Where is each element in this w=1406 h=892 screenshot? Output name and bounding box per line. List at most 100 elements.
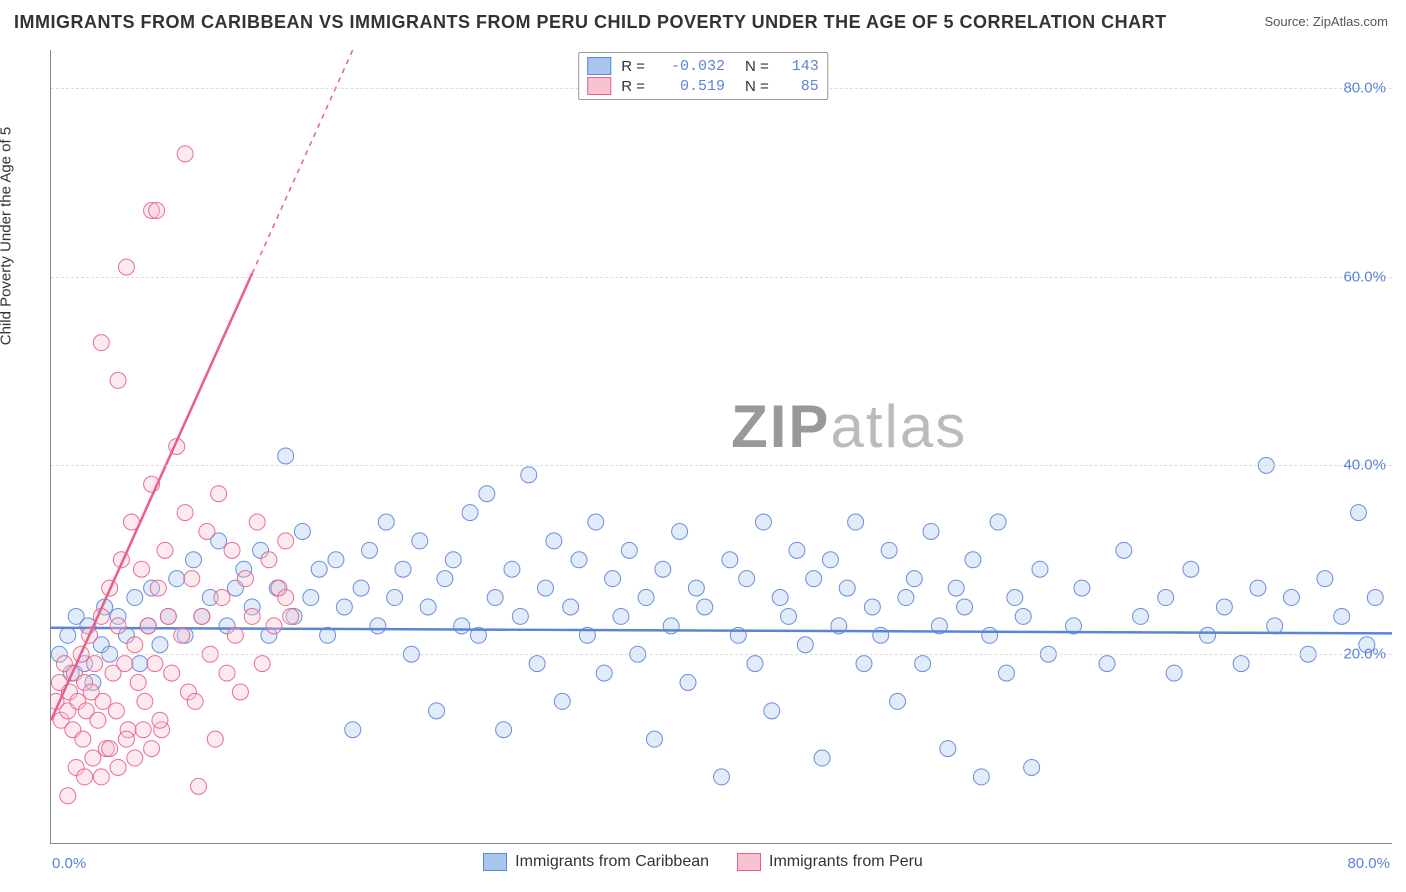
data-point xyxy=(387,590,403,606)
data-point xyxy=(998,665,1014,681)
data-point xyxy=(150,580,166,596)
trend-line-extrapolated xyxy=(252,50,353,273)
data-point xyxy=(1024,759,1040,775)
data-point xyxy=(781,608,797,624)
source-name: ZipAtlas.com xyxy=(1313,14,1388,29)
data-point xyxy=(881,542,897,558)
data-point xyxy=(254,656,270,672)
data-point xyxy=(445,552,461,568)
data-point xyxy=(487,590,503,606)
data-point xyxy=(261,552,277,568)
data-point xyxy=(948,580,964,596)
data-point xyxy=(454,618,470,634)
scatter-canvas xyxy=(51,50,1392,843)
y-axis-label: Child Poverty Under the Age of 5 xyxy=(0,127,15,345)
data-point xyxy=(1250,580,1266,596)
chart-title: IMMIGRANTS FROM CARIBBEAN VS IMMIGRANTS … xyxy=(14,12,1167,33)
data-point xyxy=(187,693,203,709)
y-tick-label: 60.0% xyxy=(1343,268,1386,285)
data-point xyxy=(93,335,109,351)
data-point xyxy=(244,608,260,624)
data-point xyxy=(336,599,352,615)
r-value: -0.032 xyxy=(655,58,725,75)
data-point xyxy=(60,788,76,804)
data-point xyxy=(755,514,771,530)
data-point xyxy=(864,599,880,615)
n-label: N = xyxy=(745,78,769,95)
data-point xyxy=(1099,656,1115,672)
data-point xyxy=(848,514,864,530)
data-point xyxy=(127,637,143,653)
data-point xyxy=(303,590,319,606)
data-point xyxy=(117,656,133,672)
data-point xyxy=(1158,590,1174,606)
data-point xyxy=(814,750,830,766)
data-point xyxy=(856,656,872,672)
data-point xyxy=(613,608,629,624)
data-point xyxy=(521,467,537,483)
data-point xyxy=(1200,627,1216,643)
data-point xyxy=(906,571,922,587)
data-point xyxy=(118,731,134,747)
data-point xyxy=(638,590,654,606)
legend-swatch xyxy=(483,853,507,871)
r-label: R = xyxy=(621,78,645,95)
data-point xyxy=(160,608,176,624)
data-point xyxy=(1007,590,1023,606)
data-point xyxy=(429,703,445,719)
data-point xyxy=(266,618,282,634)
data-point xyxy=(898,590,914,606)
r-label: R = xyxy=(621,58,645,75)
n-value: 143 xyxy=(779,58,819,75)
data-point xyxy=(85,750,101,766)
gridline xyxy=(51,277,1392,278)
data-point xyxy=(207,731,223,747)
data-point xyxy=(596,665,612,681)
data-point xyxy=(370,618,386,634)
data-point xyxy=(554,693,570,709)
data-point xyxy=(134,561,150,577)
data-point xyxy=(137,693,153,709)
data-point xyxy=(144,741,160,757)
data-point xyxy=(496,722,512,738)
data-point xyxy=(283,608,299,624)
data-point xyxy=(479,486,495,502)
data-point xyxy=(110,618,126,634)
data-point xyxy=(191,778,207,794)
data-point xyxy=(110,759,126,775)
data-point xyxy=(177,146,193,162)
data-point xyxy=(672,523,688,539)
data-point xyxy=(328,552,344,568)
data-point xyxy=(537,580,553,596)
data-point xyxy=(655,561,671,577)
data-point xyxy=(1183,561,1199,577)
data-point xyxy=(353,580,369,596)
r-value: 0.519 xyxy=(655,78,725,95)
legend-row: R = 0.519N =85 xyxy=(585,76,821,96)
series-legend: Immigrants from CaribbeanImmigrants from… xyxy=(0,853,1406,876)
data-point xyxy=(1032,561,1048,577)
data-point xyxy=(789,542,805,558)
legend-swatch xyxy=(587,77,611,95)
data-point xyxy=(1283,590,1299,606)
data-point xyxy=(1233,656,1249,672)
y-tick-label: 20.0% xyxy=(1343,646,1386,663)
data-point xyxy=(890,693,906,709)
data-point xyxy=(395,561,411,577)
data-point xyxy=(345,722,361,738)
y-tick-label: 40.0% xyxy=(1343,457,1386,474)
data-point xyxy=(588,514,604,530)
data-point xyxy=(571,552,587,568)
data-point xyxy=(147,656,163,672)
trend-line xyxy=(51,628,1392,634)
data-point xyxy=(940,741,956,757)
data-point xyxy=(1216,599,1232,615)
data-point xyxy=(140,618,156,634)
data-point xyxy=(227,627,243,643)
data-point xyxy=(772,590,788,606)
data-point xyxy=(965,552,981,568)
data-point xyxy=(839,580,855,596)
data-point xyxy=(1334,608,1350,624)
data-point xyxy=(982,627,998,643)
legend-item: Immigrants from Caribbean xyxy=(483,853,709,871)
